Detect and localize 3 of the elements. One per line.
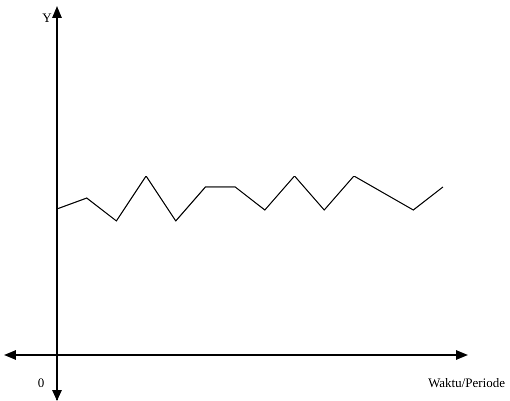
text: 0 <box>38 375 44 390</box>
text: Y <box>42 10 52 25</box>
x-axis-title: Waktu/Periode <box>428 375 506 390</box>
